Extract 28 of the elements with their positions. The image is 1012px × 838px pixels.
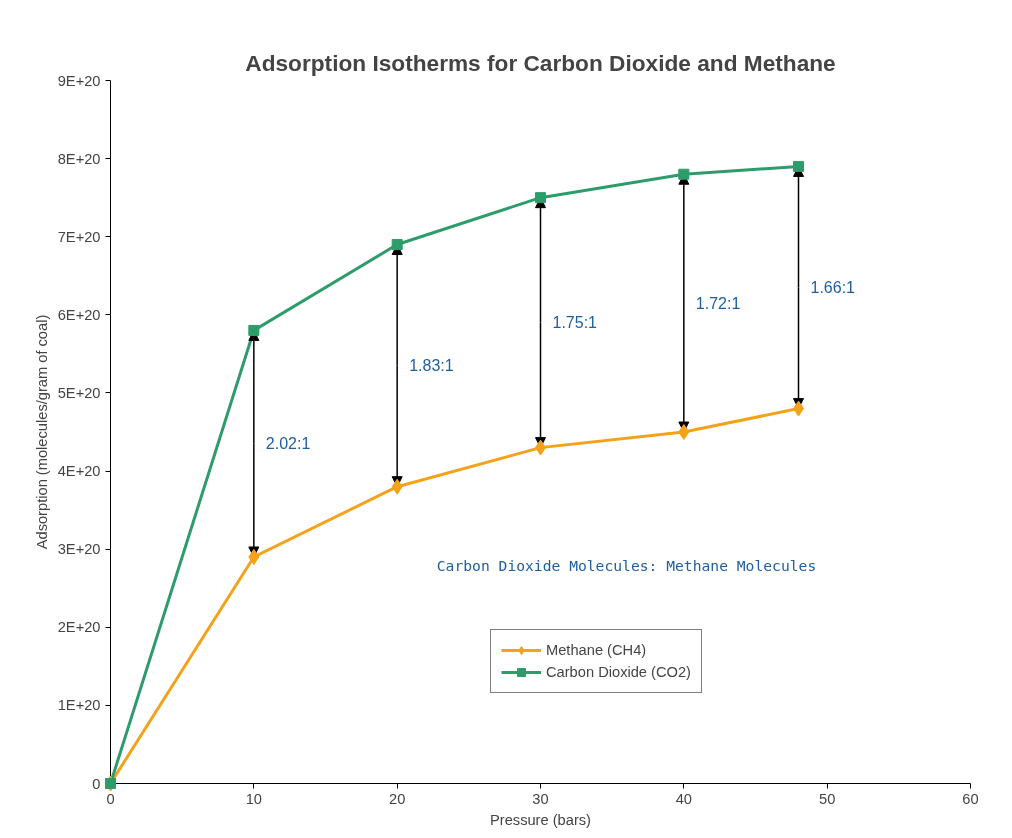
x-tick-label: 0: [106, 790, 115, 807]
x-tick-label: 20: [389, 790, 406, 807]
annotation: 1.83:1: [409, 357, 454, 375]
legend-label: Methane (CH4): [546, 642, 647, 658]
y-axis-title: Adsorption (molecules/gram of coal): [33, 314, 50, 550]
annotation: 2.02:1: [265, 435, 311, 453]
annotation: 1.66:1: [810, 278, 856, 296]
x-tick-label: 50: [819, 790, 836, 807]
legend-label: Carbon Dioxide (CO2): [546, 664, 691, 680]
y-tick-label: 5E+20: [57, 384, 101, 401]
x-tick-label: 40: [675, 790, 692, 807]
x-axis-title: Pressure (bars): [490, 811, 591, 828]
y-tick-label: 4E+20: [57, 463, 101, 480]
y-tick-label: 0: [92, 775, 101, 792]
annotation: Carbon Dioxide Molecules: Methane Molecules: [436, 557, 817, 575]
y-tick-label: 8E+20: [57, 150, 101, 167]
annotation: 1.72:1: [695, 294, 741, 312]
y-tick-label: 1E+20: [57, 697, 101, 714]
y-tick-label: 9E+20: [57, 72, 101, 89]
y-tick-label: 7E+20: [57, 228, 101, 245]
x-tick-label: 60: [962, 790, 979, 807]
x-tick-label: 30: [532, 790, 549, 807]
x-tick-label: 10: [245, 790, 262, 807]
y-tick-label: 6E+20: [57, 306, 101, 323]
y-tick-label: 3E+20: [57, 541, 101, 558]
annotation: 1.75:1: [552, 314, 598, 332]
y-tick-label: 2E+20: [57, 619, 101, 636]
chart-title: Adsorption Isotherms for Carbon Dioxide and Methane: [245, 49, 836, 76]
